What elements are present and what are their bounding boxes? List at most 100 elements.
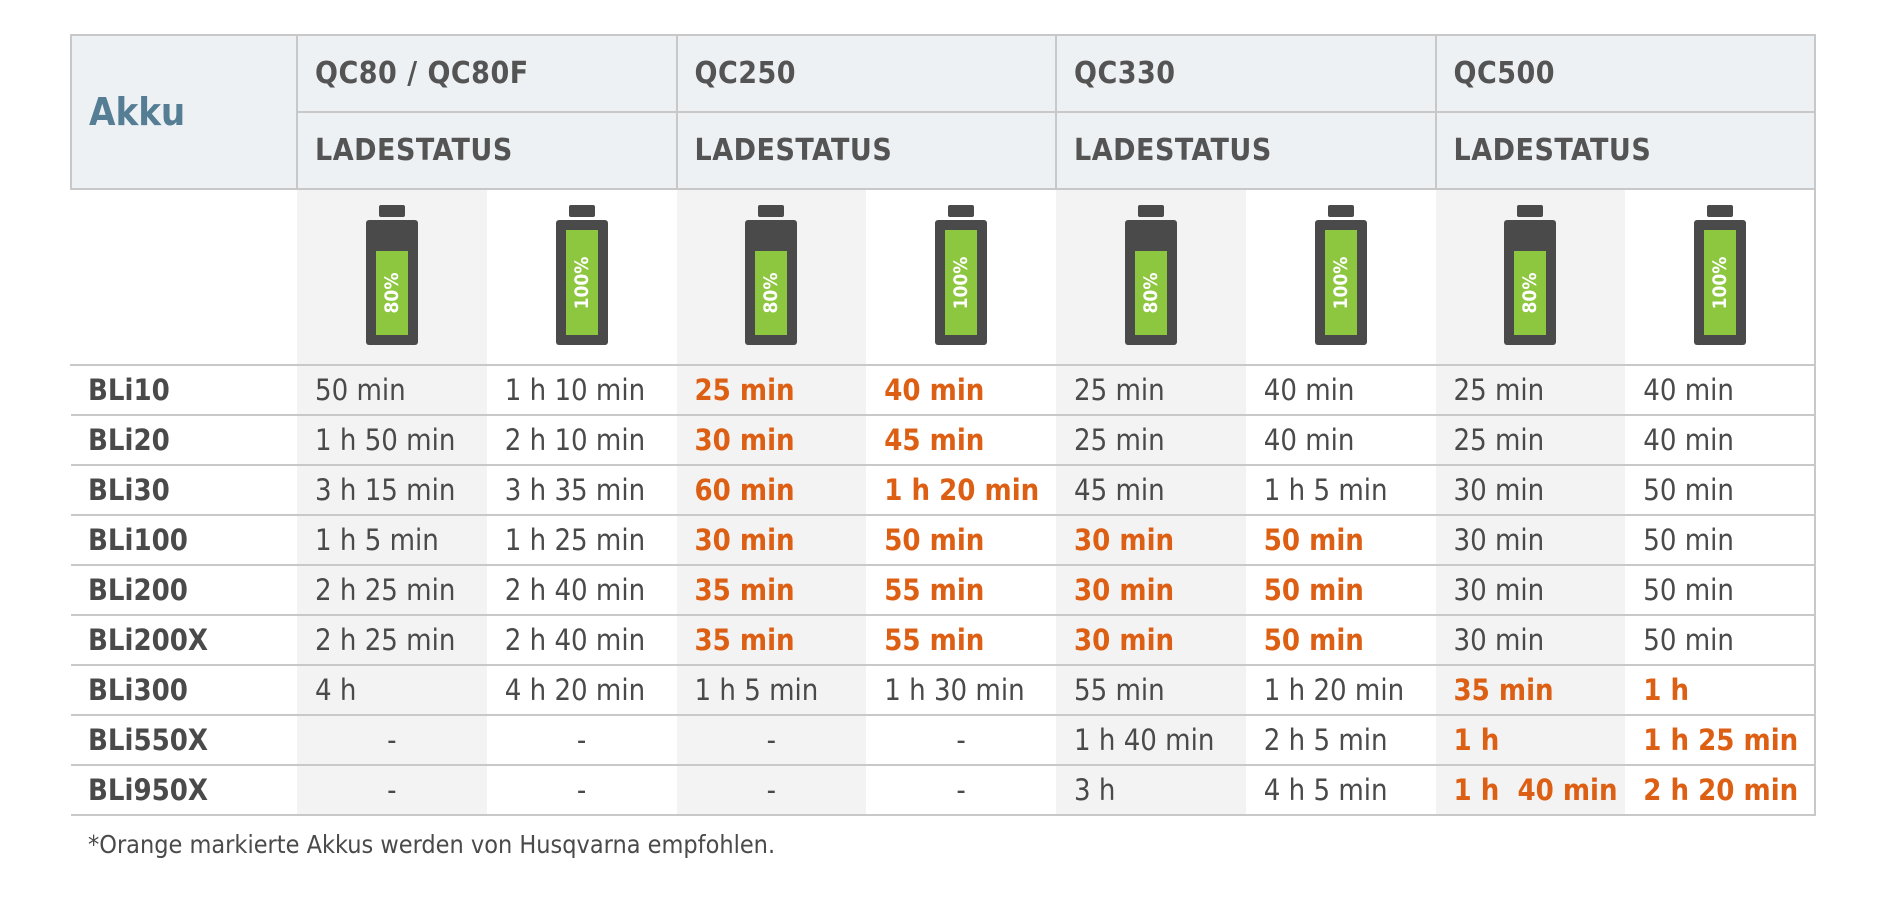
charge-time-cell: 45 min: [1056, 465, 1246, 516]
charge-time-cell: 40 min: [866, 365, 1056, 416]
charge-time-cell: 1 h 25 min: [486, 515, 677, 566]
charge-time-cell: 1 h 20 min: [1245, 665, 1436, 716]
battery-cell-qc250-100: 100%: [866, 189, 1056, 366]
battery-model-name: BLi30: [71, 465, 297, 516]
battery-cap: [1517, 205, 1544, 217]
charge-time-cell: 50 min: [1625, 515, 1816, 566]
battery-cap: [1327, 205, 1354, 217]
battery-body: 80%: [1124, 220, 1177, 345]
table-row: BLi200X 2 h 25 min 2 h 40 min 35 min 55 min 3…: [71, 615, 1816, 666]
battery-icon: 80%: [1124, 205, 1177, 345]
battery-percent-label: 100%: [570, 256, 593, 309]
battery-cell-qc80-80: 80%: [297, 189, 487, 366]
charge-time-cell: -: [676, 765, 867, 816]
charge-time-cell: -: [297, 715, 487, 766]
charge-time-cell: 30 min: [1435, 465, 1626, 516]
charge-time-cell: 45 min: [866, 415, 1056, 466]
charge-time-cell: 25 min: [1435, 365, 1626, 416]
battery-body: 100%: [555, 220, 608, 345]
charge-time-cell: 55 min: [866, 565, 1056, 616]
charging-time-table: Akku QC80 / QC80F QC250 QC330 QC500 LADE…: [70, 34, 1816, 816]
charge-time-cell: 40 min: [1625, 365, 1816, 416]
charge-time-cell: 30 min: [1435, 615, 1626, 666]
table-row: BLi200 2 h 25 min 2 h 40 min 35 min 55 min 30…: [71, 565, 1816, 616]
charge-time-cell: 55 min: [866, 615, 1056, 666]
table-row: BLi10 50 min 1 h 10 min 25 min 40 min 25 min 4…: [71, 365, 1816, 416]
battery-icon: 80%: [365, 205, 418, 345]
charge-time-cell: 30 min: [1435, 565, 1626, 616]
battery-cap: [1706, 205, 1733, 217]
battery-cell-qc500-100: 100%: [1625, 189, 1816, 366]
battery-percent-label: 100%: [1708, 256, 1731, 309]
battery-cap: [948, 205, 975, 217]
battery-icon: 80%: [745, 205, 798, 345]
battery-fill: 100%: [1703, 230, 1736, 335]
charge-time-cell: 1 h: [1435, 715, 1626, 766]
battery-fill: 80%: [1514, 251, 1547, 335]
charge-time-cell: -: [866, 715, 1056, 766]
charge-time-cell: 50 min: [297, 365, 487, 416]
charge-time-cell: 35 min: [676, 565, 867, 616]
battery-icon: 100%: [1693, 205, 1746, 345]
battery-model-name: BLi550X: [71, 715, 297, 766]
charge-time-cell: 1 h 40 min: [1056, 715, 1246, 766]
battery-fill: 100%: [1324, 230, 1357, 335]
battery-model-name: BLi300: [71, 665, 297, 716]
charge-time-cell: 1 h: [1625, 665, 1816, 716]
charge-time-cell: 1 h 5 min: [1245, 465, 1436, 516]
charge-time-cell: 55 min: [1056, 665, 1246, 716]
battery-fill: 80%: [755, 251, 788, 335]
battery-icon: 100%: [1314, 205, 1367, 345]
battery-model-name: BLi950X: [71, 765, 297, 816]
charge-time-cell: 2 h 25 min: [297, 615, 487, 666]
charge-time-cell: 25 min: [676, 365, 867, 416]
charge-time-cell: 1 h 5 min: [676, 665, 867, 716]
battery-fill: 80%: [375, 251, 408, 335]
charge-time-cell: 30 min: [1056, 565, 1246, 616]
battery-body: 80%: [1504, 220, 1557, 345]
header-row-chargers: Akku QC80 / QC80F QC250 QC330 QC500: [70, 34, 1816, 190]
charge-time-cell: -: [297, 765, 487, 816]
battery-cell-qc80-100: 100%: [486, 189, 677, 366]
charge-time-cell: 1 h 40 min: [1435, 765, 1626, 816]
charge-time-cell: 2 h 20 min: [1625, 765, 1816, 816]
battery-body: 100%: [1693, 220, 1746, 345]
battery-percent-label: 80%: [1139, 272, 1162, 314]
battery-percent-label: 100%: [1329, 256, 1352, 309]
battery-cell-qc500-80: 80%: [1435, 189, 1626, 366]
akku-header: Akku: [70, 34, 298, 190]
charge-time-cell: 30 min: [1056, 515, 1246, 566]
charge-time-cell: -: [486, 765, 677, 816]
charge-time-cell: 50 min: [1625, 465, 1816, 516]
battery-percent-label: 80%: [380, 272, 403, 314]
charge-time-cell: 50 min: [866, 515, 1056, 566]
charge-time-cell: 30 min: [676, 515, 867, 566]
charge-time-cell: 2 h 10 min: [486, 415, 677, 466]
charge-time-cell: 1 h 10 min: [486, 365, 677, 416]
status-header-qc330: LADESTATUS: [1055, 111, 1437, 190]
battery-percent-label: 100%: [950, 256, 973, 309]
charge-time-cell: 50 min: [1245, 515, 1436, 566]
battery-model-name: BLi200X: [71, 615, 297, 666]
battery-icon: 80%: [1504, 205, 1557, 345]
charge-time-cell: 2 h 25 min: [297, 565, 487, 616]
charge-time-cell: 1 h 50 min: [297, 415, 487, 466]
battery-body: 80%: [365, 220, 418, 345]
battery-model-name: BLi100: [71, 515, 297, 566]
charge-time-cell: 50 min: [1245, 565, 1436, 616]
charge-time-cell: -: [866, 765, 1056, 816]
charger-header-qc500: QC500: [1434, 34, 1816, 113]
charge-time-cell: 2 h 5 min: [1245, 715, 1436, 766]
battery-icon-row: 80% 100% 80% 100% 80% 100% 80% 100%: [70, 189, 1816, 366]
charge-time-cell: 4 h 20 min: [486, 665, 677, 716]
charge-time-cell: 25 min: [1435, 415, 1626, 466]
charge-time-cell: 1 h 5 min: [297, 515, 487, 566]
battery-model-name: BLi20: [71, 415, 297, 466]
charge-time-cell: 2 h 40 min: [486, 615, 677, 666]
charge-time-cell: 35 min: [1435, 665, 1626, 716]
status-header-qc250: LADESTATUS: [675, 111, 1057, 190]
charge-time-cell: -: [676, 715, 867, 766]
charge-time-cell: 1 h 25 min: [1625, 715, 1816, 766]
